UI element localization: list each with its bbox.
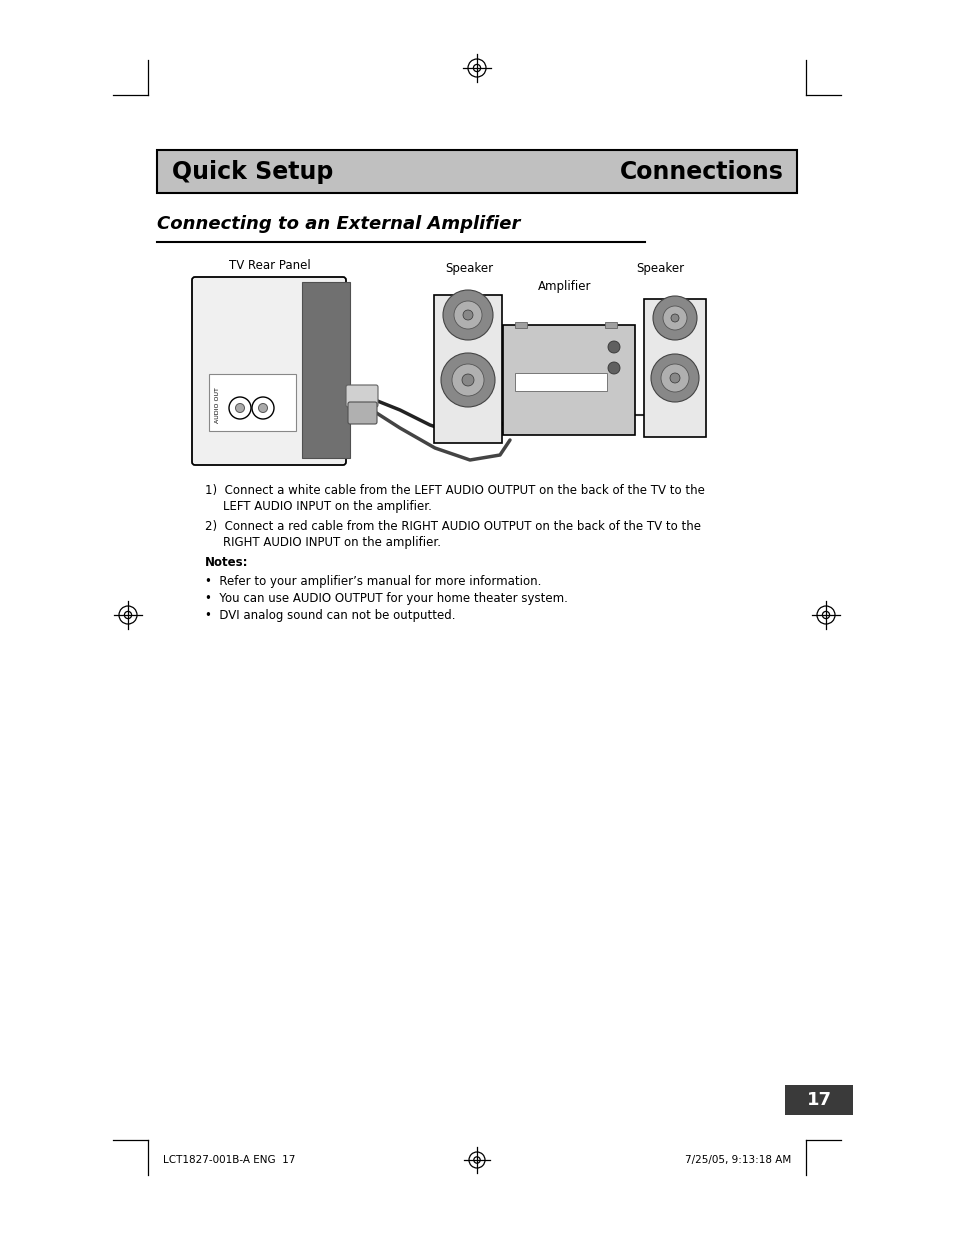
Circle shape (454, 301, 481, 329)
Circle shape (229, 396, 251, 419)
FancyBboxPatch shape (515, 373, 606, 391)
Text: •  You can use AUDIO OUTPUT for your home theater system.: • You can use AUDIO OUTPUT for your home… (205, 592, 567, 605)
Text: 2)  Connect a red cable from the RIGHT AUDIO OUTPUT on the back of the TV to the: 2) Connect a red cable from the RIGHT AU… (205, 520, 700, 534)
Circle shape (258, 404, 267, 412)
FancyBboxPatch shape (434, 295, 501, 443)
FancyBboxPatch shape (346, 385, 377, 408)
Text: TV Rear Panel: TV Rear Panel (229, 259, 311, 272)
FancyBboxPatch shape (209, 374, 295, 431)
Text: RIGHT AUDIO INPUT on the amplifier.: RIGHT AUDIO INPUT on the amplifier. (223, 536, 440, 550)
Circle shape (669, 373, 679, 383)
FancyBboxPatch shape (784, 1086, 852, 1115)
Circle shape (462, 310, 473, 320)
Circle shape (670, 314, 679, 322)
Text: Connections: Connections (619, 161, 783, 184)
Circle shape (442, 290, 493, 340)
Circle shape (650, 354, 699, 403)
Text: Connecting to an External Amplifier: Connecting to an External Amplifier (157, 215, 519, 233)
Circle shape (440, 353, 495, 408)
Circle shape (607, 341, 619, 353)
FancyBboxPatch shape (604, 322, 617, 329)
Text: •  DVI analog sound can not be outputted.: • DVI analog sound can not be outputted. (205, 609, 455, 622)
Text: Speaker: Speaker (636, 262, 683, 275)
FancyBboxPatch shape (192, 277, 346, 466)
Circle shape (652, 296, 697, 340)
Circle shape (461, 374, 474, 387)
Circle shape (252, 396, 274, 419)
Text: AUDIO OUT: AUDIO OUT (215, 387, 220, 422)
FancyBboxPatch shape (515, 322, 526, 329)
Text: 17: 17 (805, 1091, 831, 1109)
Text: Quick Setup: Quick Setup (172, 161, 333, 184)
FancyBboxPatch shape (643, 299, 705, 437)
Text: Speaker: Speaker (444, 262, 493, 275)
Circle shape (662, 306, 686, 330)
FancyBboxPatch shape (157, 149, 796, 193)
Text: LCT1827-001B-A ENG  17: LCT1827-001B-A ENG 17 (163, 1155, 295, 1165)
Text: 7/25/05, 9:13:18 AM: 7/25/05, 9:13:18 AM (684, 1155, 790, 1165)
Circle shape (452, 364, 483, 396)
FancyBboxPatch shape (502, 325, 635, 435)
Text: 1)  Connect a white cable from the LEFT AUDIO OUTPUT on the back of the TV to th: 1) Connect a white cable from the LEFT A… (205, 484, 704, 496)
Circle shape (235, 404, 244, 412)
FancyBboxPatch shape (348, 403, 376, 424)
Text: Amplifier: Amplifier (537, 280, 591, 293)
FancyBboxPatch shape (302, 282, 350, 458)
Circle shape (607, 362, 619, 374)
Circle shape (660, 364, 688, 391)
Text: •  Refer to your amplifier’s manual for more information.: • Refer to your amplifier’s manual for m… (205, 576, 540, 588)
Text: LEFT AUDIO INPUT on the amplifier.: LEFT AUDIO INPUT on the amplifier. (223, 500, 432, 513)
Text: Notes:: Notes: (205, 556, 248, 569)
